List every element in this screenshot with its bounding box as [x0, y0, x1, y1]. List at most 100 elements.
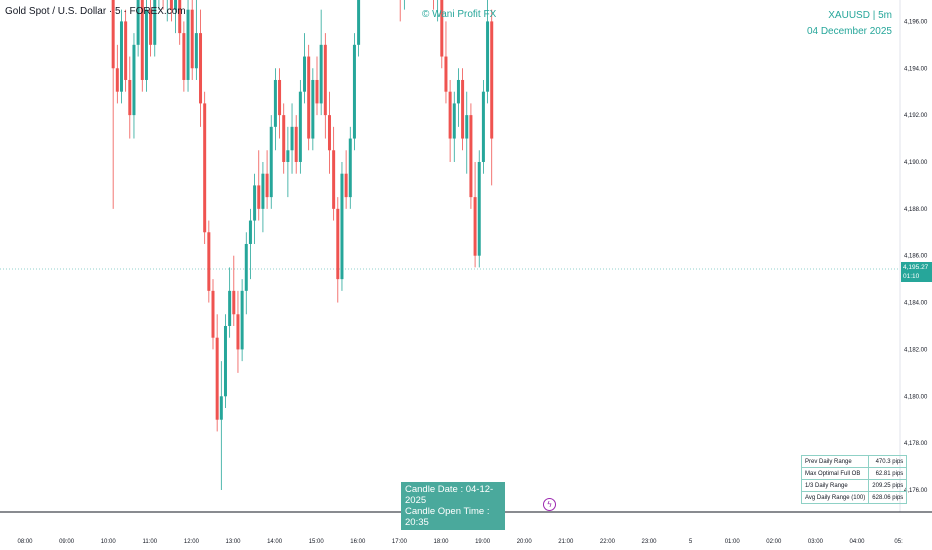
candle-body: [232, 290, 236, 315]
candle: [444, 21, 448, 104]
candle: [303, 33, 307, 104]
candle-body: [473, 197, 477, 256]
candle: [219, 361, 223, 490]
candle-body: [236, 314, 240, 350]
candle: [207, 220, 211, 303]
candle: [269, 115, 273, 209]
session-date: 04 December 2025: [806, 26, 892, 37]
candle-body: [290, 126, 294, 151]
price-tick-label: 4,180.00: [904, 394, 928, 400]
candle: [194, 0, 198, 80]
candle: [348, 126, 352, 209]
candle-body: [490, 21, 494, 139]
candle-body: [223, 325, 227, 397]
time-tick-label: 21:00: [558, 539, 574, 545]
time-tick-label: 17:00: [392, 539, 408, 545]
lightning-icon[interactable]: ϟ: [543, 498, 556, 511]
candle-body: [448, 91, 452, 139]
candle-body: [174, 0, 178, 10]
candle-body: [444, 56, 448, 92]
stats-label: Avg Daily Range (100): [800, 491, 870, 504]
candle: [290, 103, 294, 174]
time-tick-label: 18:00: [433, 539, 449, 545]
candle: [332, 126, 336, 221]
candle: [236, 290, 240, 373]
candle: [124, 9, 128, 92]
candle: [182, 21, 186, 92]
candle-body: [286, 150, 290, 162]
candle-body: [336, 208, 340, 280]
candle-body: [265, 173, 269, 198]
candle-body: [257, 185, 261, 209]
candle: [286, 126, 290, 198]
candle: [437, 0, 439, 22]
candle-body: [303, 56, 307, 92]
candle: [278, 68, 282, 139]
time-tick-label: 20:00: [517, 539, 533, 545]
candle-body: [332, 150, 336, 209]
candle-body: [486, 21, 490, 92]
candle: [115, 44, 119, 104]
stats-row: Avg Daily Range (100) 628.06 pips: [800, 491, 908, 504]
candle: [140, 0, 144, 92]
candle: [203, 91, 207, 244]
candle-body: [323, 44, 327, 116]
candle-body: [153, 0, 157, 45]
stats-label: Prev Daily Range: [800, 455, 870, 468]
candle: [319, 9, 323, 116]
candle: [253, 173, 257, 244]
candle-body: [119, 21, 123, 92]
candle: [174, 0, 178, 34]
candle: [469, 103, 473, 209]
stats-value: 209.25 pips: [868, 479, 908, 492]
candle-info-box: Candle Date : 04-12-2025 Candle Open Tim…: [401, 482, 505, 530]
symbol-info: XAUUSD | 5m 04 December 2025: [807, 8, 892, 40]
symbol-timeframe: XAUUSD | 5m: [828, 10, 892, 21]
candle-body: [294, 126, 298, 162]
time-tick-label: 14:00: [267, 539, 283, 545]
candle: [128, 56, 132, 139]
time-tick-label: 12:00: [184, 539, 200, 545]
stats-label: 1/3 Daily Range: [800, 479, 870, 492]
time-tick-label: 10:00: [101, 539, 117, 545]
candle: [244, 232, 248, 315]
candle: [311, 68, 315, 151]
stats-label: Max Optimal Full OB: [800, 467, 870, 480]
candle: [298, 79, 302, 174]
candle-body: [194, 33, 198, 69]
candle: [336, 197, 340, 303]
candle-body: [228, 290, 232, 326]
time-tick-label: 22:00: [600, 539, 616, 545]
candle: [153, 0, 157, 57]
candle: [136, 0, 140, 57]
time-tick-label: 03:00: [808, 539, 824, 545]
stats-row: 1/3 Daily Range 209.25 pips: [800, 479, 908, 492]
candle-body: [273, 79, 277, 127]
time-tick-label: 19:00: [475, 539, 491, 545]
candle: [111, 0, 115, 209]
candle-body: [461, 79, 465, 139]
candle: [261, 161, 265, 233]
candle-body: [315, 79, 319, 104]
time-tick-label: 01:00: [725, 539, 741, 545]
candle-body: [215, 337, 219, 420]
candle: [352, 33, 356, 151]
candle: [119, 9, 123, 104]
candle: [461, 68, 465, 151]
candle-body: [452, 103, 456, 139]
candle: [228, 267, 232, 338]
candle-body: [348, 138, 352, 198]
candle: [440, 0, 444, 69]
time-tick-label: 23:00: [641, 539, 657, 545]
candle-body: [140, 0, 144, 80]
time-tick-label: 5: [689, 539, 693, 545]
candle-body: [149, 9, 153, 45]
candle-body: [357, 0, 361, 45]
candle-body: [261, 173, 265, 209]
time-tick-label: 13:00: [225, 539, 241, 545]
candle: [307, 44, 311, 151]
price-tick-label: 4,184.00: [904, 301, 928, 307]
candle: [403, 0, 405, 10]
candle: [169, 0, 173, 22]
